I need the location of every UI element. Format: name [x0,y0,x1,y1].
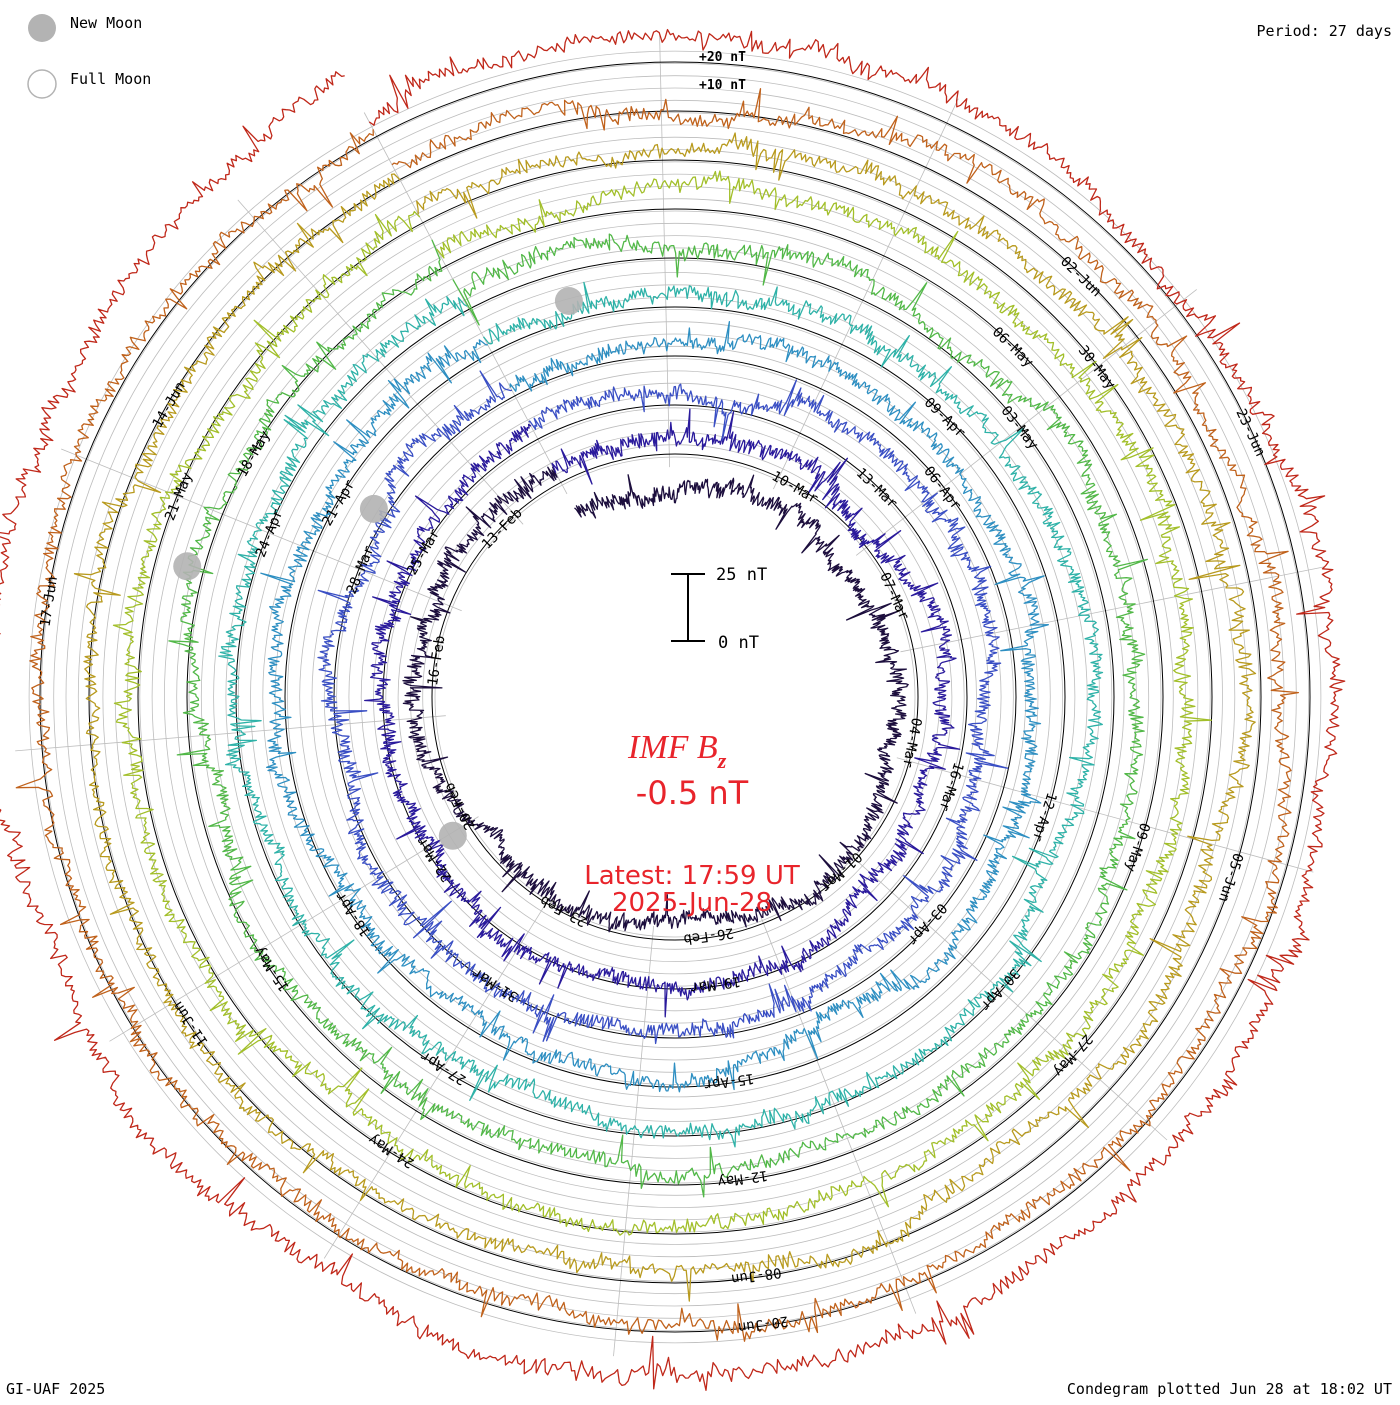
grid-ring [127,149,1223,1245]
date-label: 17-Jun [38,575,61,627]
rotation-reference-circle [382,404,968,990]
grid-ring [102,124,1248,1270]
rotation-reference-circle [235,257,1115,1137]
bz-trace-rotation-1 [402,466,909,933]
moon-markers [173,287,583,850]
grid-ring [434,456,916,938]
full-moon-icon [27,69,57,99]
grid-spoke [109,816,479,1042]
grid-spoke [758,911,917,1314]
scale-bar-bottom-label: 0 nT [718,633,759,653]
bz-trace-rotation-7 [112,170,1213,1236]
grid-ring [163,185,1187,1209]
rotation-reference-circle [284,306,1066,1088]
bz-trace-rotation-10 [0,28,1346,1391]
grid-ring [422,444,928,950]
date-label: 15-Apr [703,1070,755,1093]
full-moon-label: Full Moon [70,70,151,88]
date-label: 16-Feb [425,634,448,686]
grid-ring [213,235,1137,1159]
grid-ring [90,112,1260,1282]
date-label: 05-Jun [1215,851,1246,904]
bz-trace-rotation-8 [73,132,1257,1302]
scale-bar: 25 nT 0 nT [671,565,767,653]
date-label: 04-Mar [899,716,924,769]
date-label: 18-May [235,428,274,480]
grid-ring [139,161,1211,1233]
title: IMF Bz [627,729,727,773]
grid-ring [77,99,1273,1295]
grid-ring [151,173,1199,1221]
bz-trace-rotation-5 [218,281,1104,1148]
bz-trace-rotation-6 [168,233,1148,1198]
grid-ring [28,50,1322,1344]
ring-label-20nt: +20 nT [699,50,746,65]
rotation-reference-circle [431,453,919,941]
grid-ring [200,222,1150,1172]
new-moon-label: New Moon [70,14,142,32]
grid-spoke [900,566,1325,653]
grid-ring [250,272,1100,1122]
latest-time: Latest: 17:59 UT [584,861,800,891]
grid-spoke [773,98,959,490]
grid-ring [262,284,1088,1110]
legend: New Moon Full Moon [27,14,151,99]
date-label: 12-May [717,1167,769,1190]
ring-label-10nt: +10 nT [699,78,746,93]
new-moon-marker [554,287,583,315]
bz-traces [0,28,1346,1391]
new-moon-icon [28,14,56,42]
grid-spoke [855,289,1197,556]
new-moon-marker [173,552,202,581]
grid-ring [188,210,1162,1184]
grid-ring [348,370,1002,1024]
center-readout: IMF Bz -0.5 nT Latest: 17:59 UT 2025-Jun… [584,729,800,918]
grid-ring [336,358,1014,1036]
rotation-reference-circle [137,159,1213,1235]
grid-spoke [613,925,654,1357]
bz-trace-rotation-3 [317,370,1009,1045]
grid-spoke [896,757,1314,873]
grid-ring [397,419,953,975]
grid-ring [286,308,1064,1086]
latest-date: 2025-Jun-28 [612,888,772,918]
bz-trace-rotation-4 [260,321,1049,1093]
new-moon-marker [438,821,467,850]
date-label: 26-Feb [682,924,734,947]
grid-ring [225,247,1125,1147]
bz-trace-rotation-2 [364,408,961,1018]
grid-ring [373,395,977,999]
date-label: 09-May [1122,821,1153,874]
date-label: 08-Jun [730,1264,782,1287]
credit-label: GI-UAF 2025 [6,1380,106,1398]
grid-ring [53,75,1297,1319]
new-moon-marker [359,494,388,523]
grid-ring [176,198,1174,1196]
title-main: IMF B [627,729,718,766]
date-label: 25-Mar [404,526,443,578]
grid-ring [311,333,1039,1061]
grid-ring [385,407,965,987]
grid-spoke [845,850,1168,1141]
rotation-reference-circle [186,208,1164,1186]
bz-trace-rotation-9 [15,88,1300,1342]
grid-spoke [363,112,568,495]
date-label: 24-Apr [253,507,287,560]
date-label: 20-Jun [737,1312,789,1335]
grid-spoke [15,715,446,752]
period-label: Period: 27 days [1256,22,1392,40]
grid-ring [65,87,1285,1307]
current-value: -0.5 nT [636,774,749,812]
date-label: 19-Mar [689,973,741,996]
scale-bar-top-label: 25 nT [716,565,767,585]
title-subscript: z [717,748,727,773]
date-label: 21-May [162,470,196,523]
grid-ring [114,136,1236,1258]
date-label: 06-May [989,324,1036,371]
plotted-timestamp: Condegram plotted Jun 28 at 18:02 UT [1066,1380,1392,1398]
